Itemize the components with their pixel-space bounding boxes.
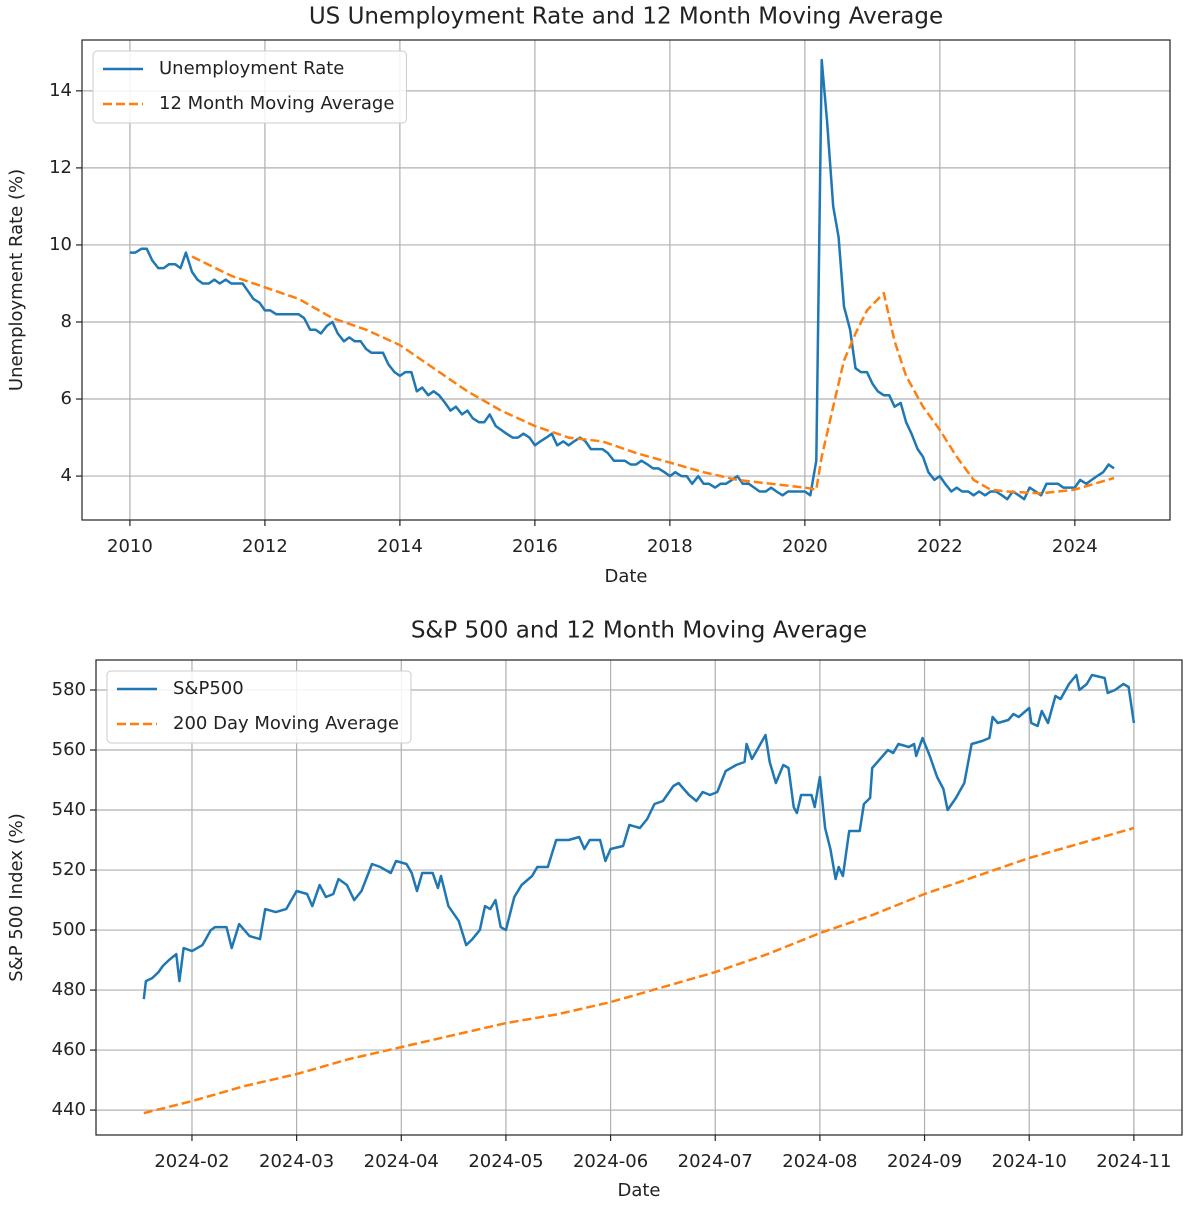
chart-title: S&P 500 and 12 Month Moving Average — [411, 618, 867, 644]
y-tick-label: 10 — [49, 234, 72, 255]
legend-label: Unemployment Rate — [159, 58, 344, 79]
legend-box — [106, 670, 412, 744]
y-tick-label: 500 — [52, 919, 86, 940]
legend: S&P500 200 Day Moving Average — [106, 670, 412, 744]
chart: S&P 500 and 12 Month Moving Average Date S… — [6, 618, 1183, 1201]
y-tick-label: 14 — [49, 80, 72, 101]
legend-label: 12 Month Moving Average — [159, 93, 394, 114]
x-tick-label: 2022 — [917, 536, 963, 557]
y-tick-label: 4 — [61, 465, 72, 486]
y-axis-label: S&P 500 Index (%) — [6, 813, 27, 982]
data-line — [191, 255, 1115, 495]
x-tick-label: 2024-06 — [573, 1151, 648, 1172]
x-axis-label: Date — [617, 1180, 660, 1201]
legend: Unemployment Rate 12 Month Moving Average — [92, 50, 407, 124]
x-tick-label: 2024-11 — [1096, 1151, 1171, 1172]
data-line — [143, 826, 1135, 1115]
legend-box — [92, 50, 407, 124]
x-tick-label: 2024-03 — [259, 1151, 334, 1172]
y-tick-label: 6 — [61, 388, 72, 409]
legend-label: S&P500 — [173, 678, 244, 699]
data-line — [142, 673, 1136, 1000]
y-tick-label: 520 — [52, 859, 86, 880]
plot-frame — [95, 659, 1183, 1136]
y-tick-label: 440 — [52, 1099, 86, 1120]
plot-frame — [81, 39, 1171, 521]
x-tick-label: 2016 — [512, 536, 558, 557]
x-tick-label: 2018 — [647, 536, 693, 557]
y-tick-label: 540 — [52, 799, 86, 820]
x-axis-label: Date — [604, 566, 647, 587]
x-tick-label: 2024-09 — [887, 1151, 962, 1172]
x-tick-label: 2024-08 — [782, 1151, 857, 1172]
x-tick-label: 2024-10 — [992, 1151, 1067, 1172]
chart-title: US Unemployment Rate and 12 Month Moving… — [309, 4, 943, 30]
x-tick-label: 2024-07 — [678, 1151, 753, 1172]
y-tick-label: 12 — [49, 157, 72, 178]
y-axis-label: Unemployment Rate (%) — [6, 169, 27, 391]
x-tick-label: 2024-04 — [364, 1151, 439, 1172]
x-tick-label: 2020 — [782, 536, 828, 557]
legend-label: 200 Day Moving Average — [173, 713, 399, 734]
y-tick-label: 460 — [52, 1039, 86, 1060]
x-tick-label: 2012 — [242, 536, 288, 557]
x-tick-label: 2024-05 — [468, 1151, 543, 1172]
y-tick-label: 580 — [52, 679, 86, 700]
y-tick-label: 560 — [52, 739, 86, 760]
data-line — [129, 58, 1115, 501]
x-tick-label: 2010 — [107, 536, 153, 557]
y-tick-label: 480 — [52, 979, 86, 1000]
x-tick-label: 2024 — [1052, 536, 1098, 557]
x-tick-label: 2024-02 — [154, 1151, 229, 1172]
x-tick-label: 2014 — [377, 536, 423, 557]
chart: US Unemployment Rate and 12 Month Moving… — [6, 4, 1171, 587]
y-tick-label: 8 — [61, 311, 72, 332]
